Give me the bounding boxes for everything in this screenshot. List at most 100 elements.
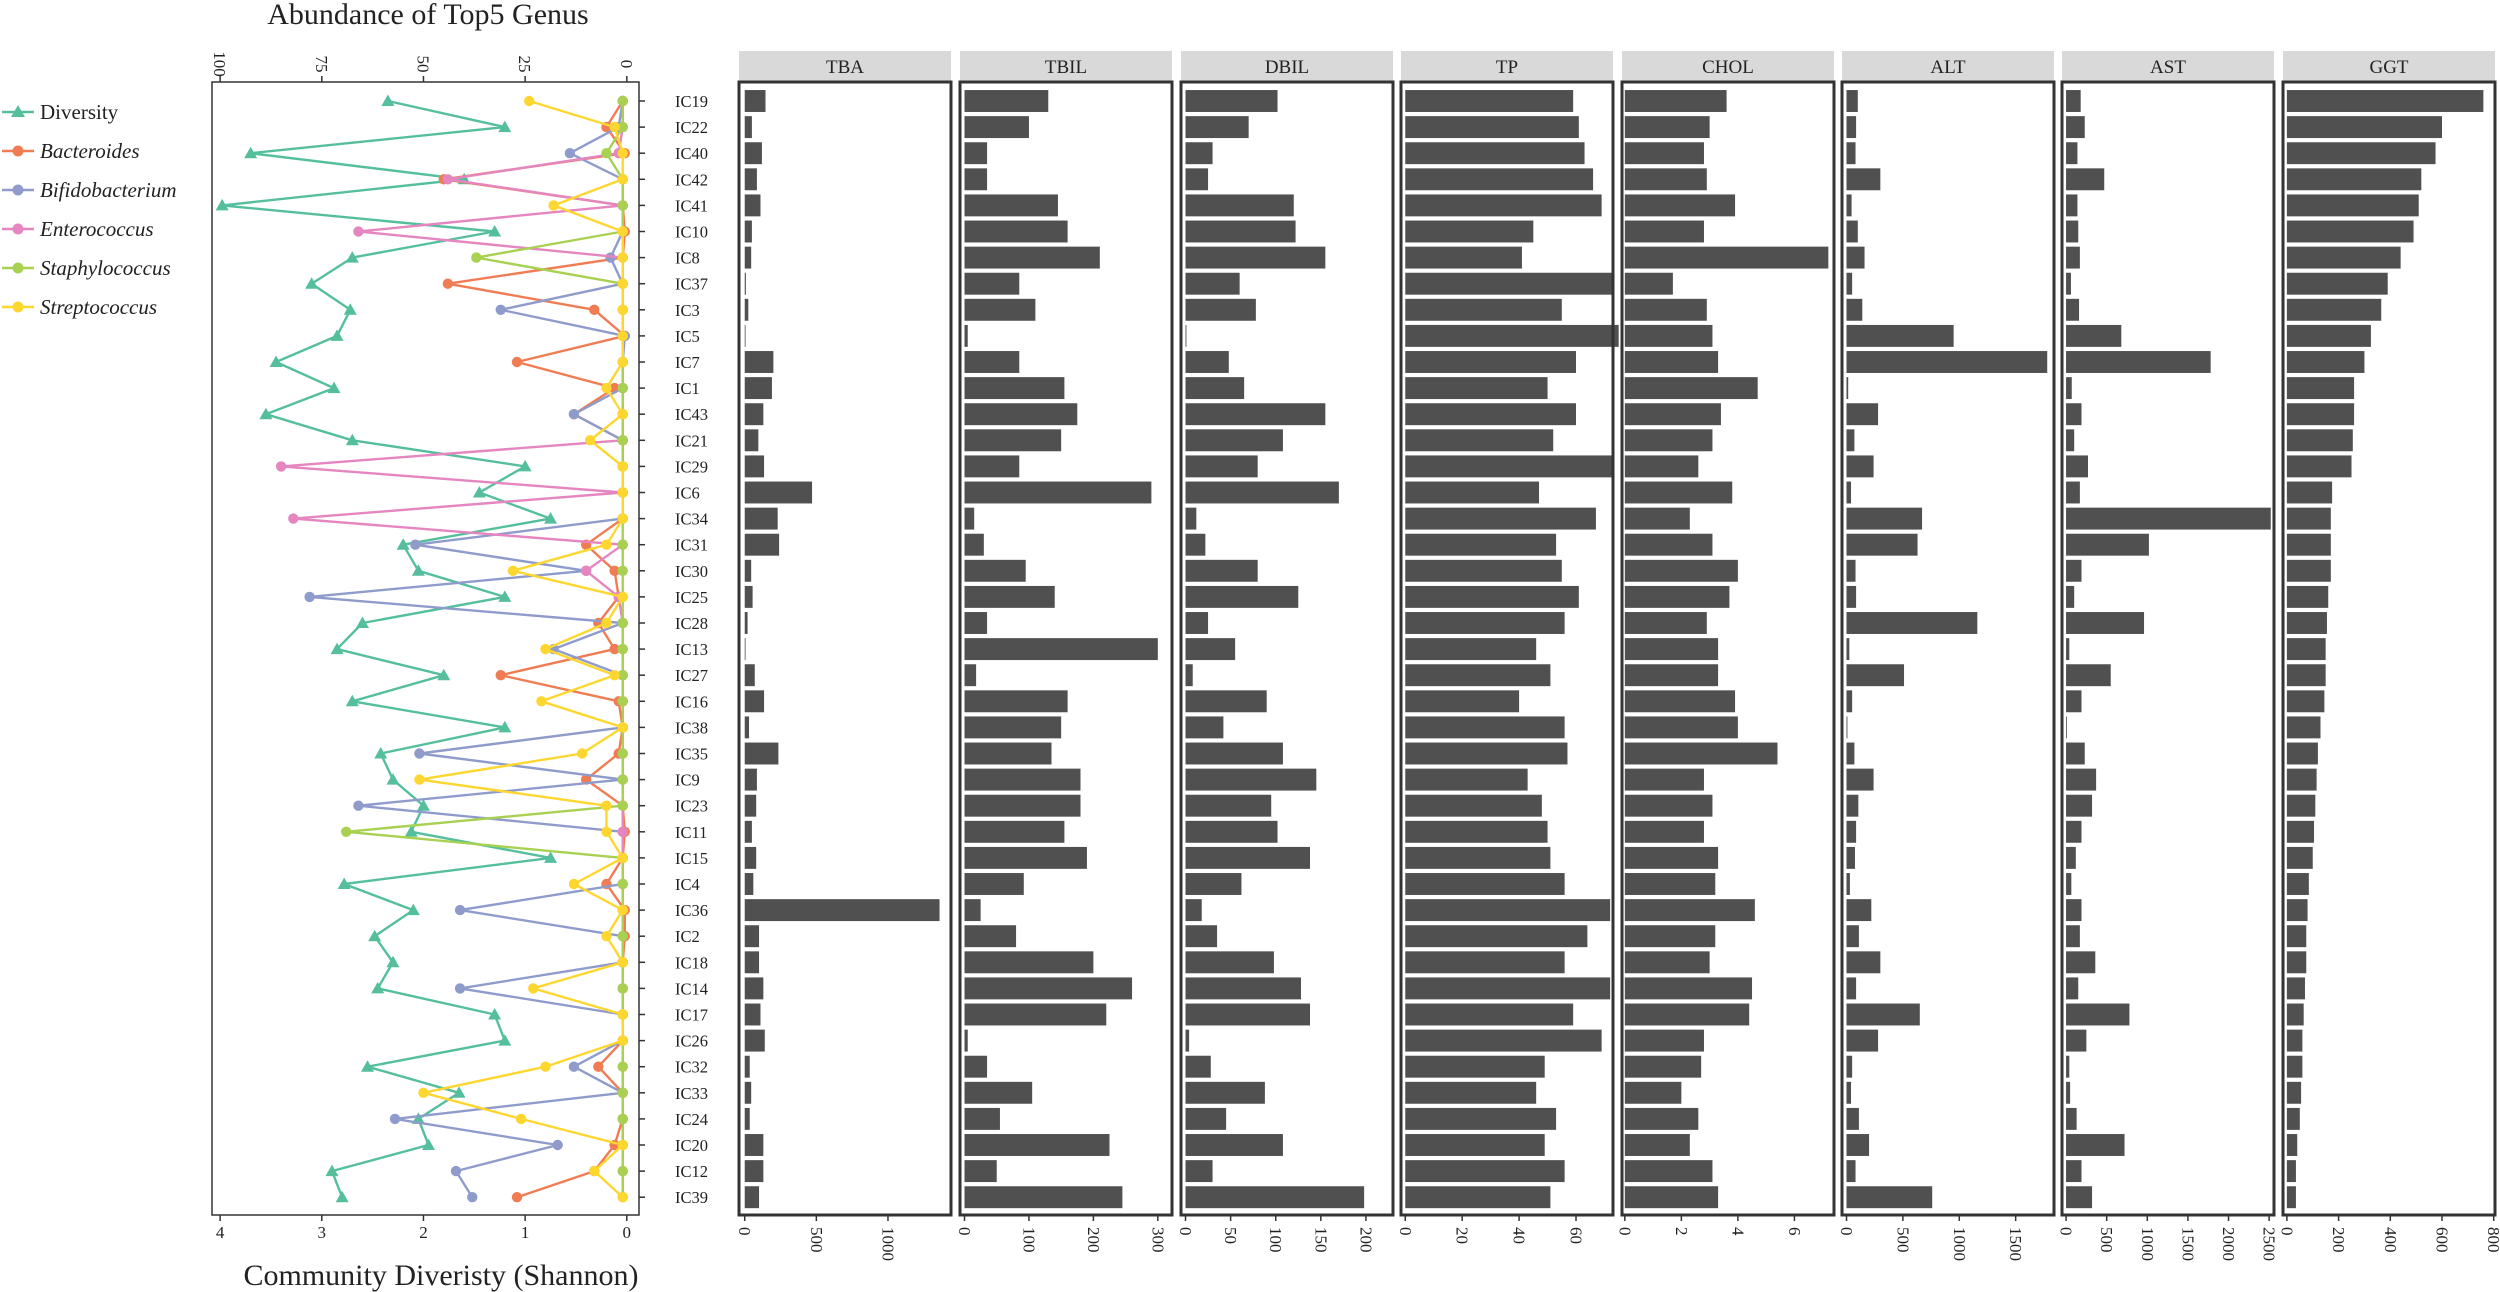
enterococcus-point [288, 513, 299, 524]
tba-bar [744, 116, 752, 139]
dbil-bar [1185, 246, 1326, 269]
tp-bar [1405, 246, 1522, 269]
tba-frame [737, 80, 953, 1217]
ast-bar [2066, 768, 2097, 791]
alt-bar [1846, 298, 1863, 321]
tbil-bar [964, 977, 1133, 1000]
ast-bar [2066, 246, 2080, 269]
tbil-bar [964, 768, 1081, 791]
tbil-bar [964, 1055, 988, 1078]
alt-bar [1846, 246, 1865, 269]
staphylococcus-point [617, 1165, 628, 1177]
staphylococcus-point [617, 200, 628, 211]
dbil-bar [1185, 142, 1213, 165]
ggt-bar [2286, 873, 2309, 895]
streptococcus-point [528, 983, 539, 994]
dbil-bar [1185, 873, 1242, 895]
ast-bar [2066, 664, 2111, 687]
chol-bar [1624, 533, 1713, 556]
bifidobacterium-legend-label: Bifidobacterium [40, 178, 176, 202]
diversity-point [386, 773, 400, 785]
chol-bar [1624, 455, 1699, 478]
alt-bar [1846, 873, 1850, 895]
staphylococcus-point [617, 800, 628, 811]
dbil-panel: DBIL 0 50 100 150 200 [1176, 51, 1395, 1253]
dbil-bar [1185, 455, 1258, 478]
diversity-point [411, 564, 425, 576]
streptococcus-point [601, 617, 612, 629]
tbil-bar [964, 168, 988, 191]
ggt-bar [2286, 1186, 2296, 1209]
streptococcus-point [617, 148, 628, 159]
tbil-bar [964, 1003, 1107, 1026]
bifidobacterium-point [304, 591, 315, 603]
ggt-bar [2286, 951, 2307, 974]
dbil-bar [1185, 638, 1236, 661]
alt-bar [1846, 1029, 1879, 1052]
tba-bar [744, 455, 765, 478]
category-label: IC19 [675, 92, 708, 111]
ast-bar [2066, 90, 2081, 112]
tp-bar [1405, 794, 1542, 817]
alt-bar [1846, 142, 1856, 165]
tp-bar [1405, 1134, 1545, 1156]
tbil-tick-label: 100 [1019, 1227, 1038, 1253]
top-axis: 100 75 50 25 0 [210, 51, 636, 82]
tbil-bar [964, 324, 968, 347]
ast-strip [2062, 51, 2274, 82]
alt-bar [1846, 899, 1872, 922]
bottom-axis-tick-label: 1 [521, 1223, 530, 1242]
tba-bar [744, 1029, 765, 1052]
dbil-bar [1185, 116, 1249, 139]
chol-tick-label: 0 [1615, 1227, 1634, 1236]
ggt-strip [2283, 51, 2495, 82]
alt-bar [1846, 846, 1855, 869]
ast-bar [2066, 951, 2096, 974]
category-label: IC26 [675, 1032, 708, 1051]
ggt-panel: GGT 0 200 400 600 800 [2277, 51, 2500, 1253]
tbil-tick-label: 0 [955, 1227, 974, 1236]
bacteroides-legend-label: Bacteroides [40, 139, 140, 163]
ast-bar [2066, 794, 2093, 817]
tba-bar [744, 429, 759, 452]
dbil-bar [1185, 90, 1278, 112]
tba-tick-label: 500 [807, 1227, 826, 1253]
tba-bar [744, 951, 760, 974]
tba-bar [744, 873, 754, 895]
dbil-bar [1185, 559, 1258, 582]
ast-bar [2066, 638, 2070, 661]
tba-bar [744, 899, 940, 922]
ast-bar [2066, 298, 2080, 321]
tp-bar [1405, 925, 1588, 948]
streptococcus-point [617, 852, 628, 864]
ast-bar [2066, 873, 2072, 895]
tba-bar [744, 403, 764, 426]
diversity-point [374, 747, 388, 759]
streptococcus-point [601, 382, 612, 394]
ggt-bar [2286, 820, 2315, 843]
category-label: IC33 [675, 1084, 708, 1103]
tp-panel: TP 0 20 40 60 [1396, 51, 1619, 1244]
tbil-bar [964, 1160, 997, 1183]
ggt-bar [2286, 612, 2327, 634]
diversity-point [406, 903, 420, 916]
alt-bar [1846, 1055, 1853, 1078]
ast-bar [2066, 1081, 2071, 1104]
chol-bar [1624, 559, 1738, 582]
tba-bar [744, 90, 766, 112]
ast-bar [2066, 507, 2271, 530]
staphylococcus-point [617, 121, 628, 133]
alt-frame [1840, 80, 2056, 1217]
bacteroides-point [593, 1061, 604, 1072]
staphylococcus-point [617, 983, 628, 994]
diversity-point [488, 1008, 502, 1020]
tbil-bar [964, 403, 1078, 426]
streptococcus-point [617, 957, 628, 968]
tba-bar [744, 638, 746, 661]
diversity-legend-marker [11, 105, 25, 117]
tp-bar [1405, 298, 1562, 321]
tba-bar [744, 846, 757, 869]
tbil-bar [964, 716, 1062, 739]
streptococcus-point [617, 356, 628, 368]
